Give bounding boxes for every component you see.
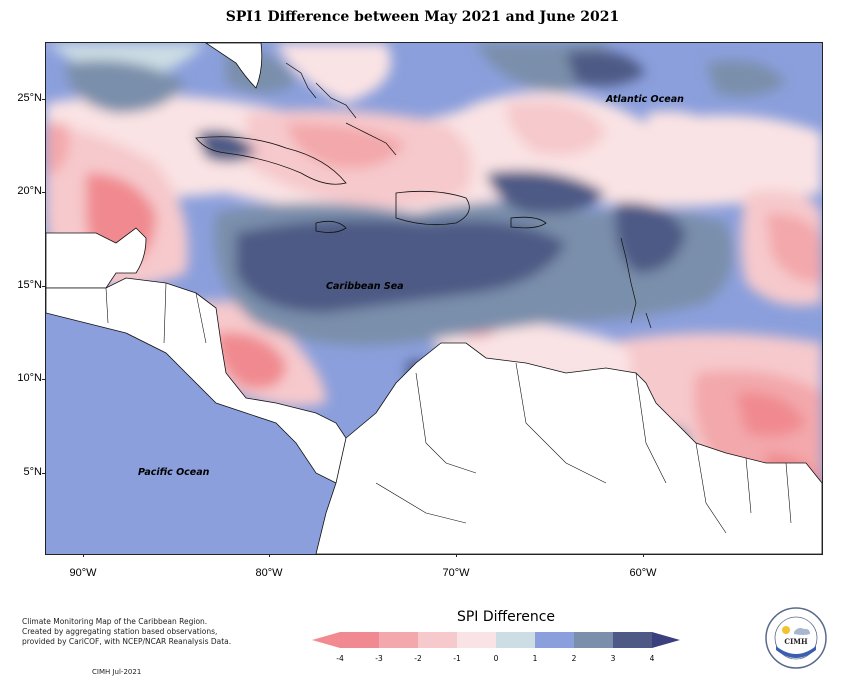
spi-map-svg [46,43,822,554]
lat-label-5n: 5°N [23,466,42,478]
map-notes: Climate Monitoring Map of the Caribbean … [22,617,231,647]
legend-tick-label: 1 [532,654,538,663]
legend-tick-label: -3 [375,654,383,663]
legend-swatch [574,632,613,648]
label-atlantic-ocean: Atlantic Ocean [606,94,684,105]
lat-tick [42,192,46,193]
lon-tick [643,553,644,557]
logo-text: CIMH [784,637,808,646]
legend-tick-label: -4 [336,654,344,663]
lat-tick [42,99,46,100]
legend-tick-label: -1 [453,654,461,663]
lat-tick [42,379,46,380]
note-line-1: Climate Monitoring Map of the Caribbean … [22,617,208,626]
legend-swatch [340,632,379,648]
lon-tick [83,553,84,557]
note-line-3: provided by CariCOF, with NCEP/NCAR Rean… [22,637,232,646]
lon-tick [456,553,457,557]
lat-label-10n: 10°N [17,372,42,384]
country-borders [105,282,792,534]
lat-label-15n: 15°N [17,279,42,291]
lon-label-80w: 80°W [255,567,283,579]
legend-swatch [496,632,535,648]
legend-tick-label: 2 [571,654,577,663]
spi-shading [46,43,822,554]
legend-tick-label: -2 [414,654,422,663]
lon-label-70w: 70°W [442,567,470,579]
island-outlines [285,62,652,329]
land [46,43,822,554]
lat-label-25n: 25°N [17,92,42,104]
map-title: SPI1 Difference between May 2021 and Jun… [225,9,620,25]
legend-arrow-high [652,632,680,648]
legend-swatch [418,632,457,648]
legend-swatch [457,632,496,648]
spi-map [45,42,823,555]
cimh-logo: CIMH [765,607,827,669]
lon-label-60w: 60°W [629,567,657,579]
legend-swatch [613,632,652,648]
label-caribbean-sea: Caribbean Sea [326,281,404,292]
legend-arrow-low [312,632,340,648]
legend-swatch [379,632,418,648]
legend-tick-label: 0 [493,654,499,663]
legend-swatch [535,632,574,648]
legend-title: SPI Difference [456,609,556,625]
lat-label-20n: 20°N [17,185,42,197]
note-line-2: Created by aggregating station based obs… [22,627,218,636]
legend-tick-label: 4 [649,654,655,663]
credit-line: CIMH Jul-2021 [92,668,142,676]
lon-tick [269,553,270,557]
lon-label-90w: 90°W [69,567,97,579]
lat-tick [42,286,46,287]
legend-tick-label: 3 [610,654,616,663]
legend-colorbar [312,632,680,648]
label-pacific-ocean: Pacific Ocean [138,467,210,478]
lat-tick [42,473,46,474]
